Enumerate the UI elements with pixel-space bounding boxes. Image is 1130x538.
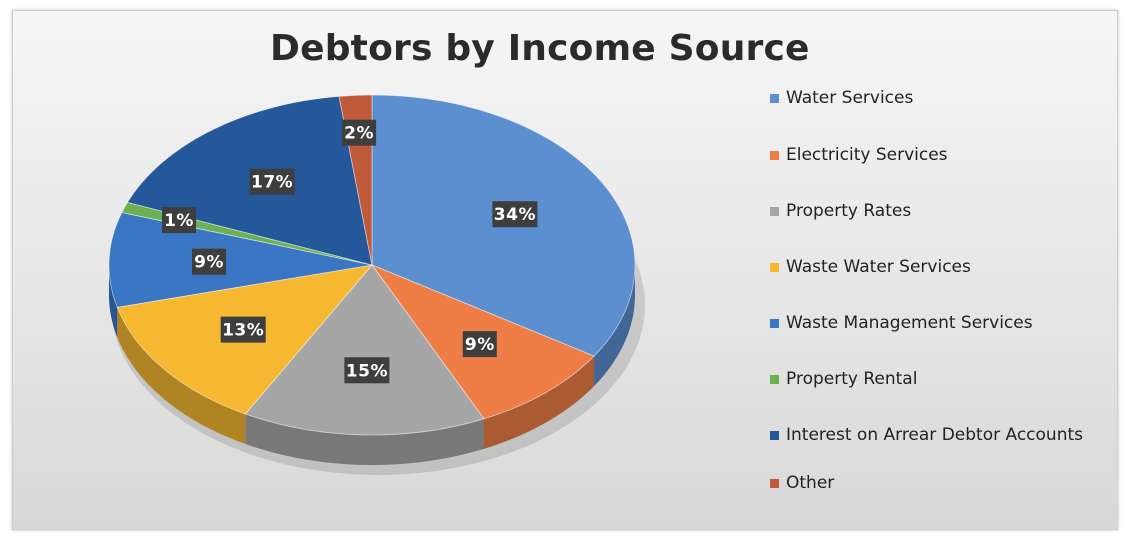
legend-label: Electricity Services: [786, 145, 948, 165]
legend-item: Electricity Services: [768, 145, 948, 166]
data-label-text: 34%: [494, 205, 536, 225]
legend-item: Property Rates: [768, 201, 911, 222]
chart-title: Debtors by Income Source: [270, 28, 810, 69]
legend-label: Property Rental: [786, 369, 918, 389]
legend-swatch: [770, 319, 779, 328]
data-label-box: [249, 168, 295, 195]
data-label-text: 13%: [222, 321, 264, 341]
pie-slice-side: [109, 265, 118, 338]
data-label-box: [462, 331, 497, 358]
data-label: 2%: [342, 119, 377, 146]
pie-slice-side: [483, 356, 595, 449]
data-label: 9%: [462, 331, 497, 358]
legend-swatch: [770, 431, 779, 440]
data-label-text: 15%: [346, 361, 388, 381]
legend-item: Water Services: [768, 88, 913, 109]
legend-label: Waste Water Services: [786, 257, 971, 277]
legend-swatch: [770, 94, 779, 103]
data-label: 15%: [344, 357, 390, 384]
data-label: 34%: [492, 201, 538, 228]
legend-item: Interest on Arrear Debtor Accounts: [768, 425, 1106, 446]
data-label-text: 9%: [465, 335, 495, 355]
data-label-text: 2%: [344, 124, 374, 144]
data-label-text: 17%: [251, 173, 293, 193]
data-label-box: [220, 316, 266, 343]
pie-slice-waste-management-services: [108, 212, 373, 308]
legend-swatch: [770, 207, 779, 216]
legend-item: Waste Water Services: [768, 257, 971, 278]
pie-slice-side: [117, 307, 246, 444]
data-label-box: [162, 207, 196, 234]
legend-label: Property Rates: [786, 201, 912, 221]
data-label-box: [342, 119, 377, 146]
legend-swatch: [770, 479, 779, 488]
data-label: 9%: [192, 248, 226, 275]
data-label-box: [344, 357, 390, 384]
legend-item: Other: [768, 473, 834, 494]
legend-swatch: [770, 263, 779, 272]
data-label: 17%: [249, 168, 295, 195]
data-label-text: 1%: [164, 211, 194, 231]
legend-label: Other: [786, 473, 835, 493]
legend-item: Waste Management Services: [768, 313, 1033, 334]
data-label: 1%: [162, 207, 196, 234]
legend-label: Interest on Arrear Debtor Accounts: [786, 425, 1083, 445]
data-label-text: 9%: [194, 253, 224, 273]
legend-label: Water Services: [786, 88, 914, 108]
legend-swatch: [770, 375, 779, 384]
pie-slice-property-rates: [244, 264, 485, 436]
pie-slice-side: [594, 265, 635, 387]
data-label-box: [492, 201, 538, 228]
data-label-box: [192, 248, 226, 275]
legend-label: Waste Management Services: [786, 313, 1033, 333]
legend-swatch: [770, 151, 779, 160]
legend-item: Property Rental: [768, 369, 917, 390]
pie-slice-side: [245, 413, 484, 465]
data-label: 13%: [220, 316, 266, 343]
